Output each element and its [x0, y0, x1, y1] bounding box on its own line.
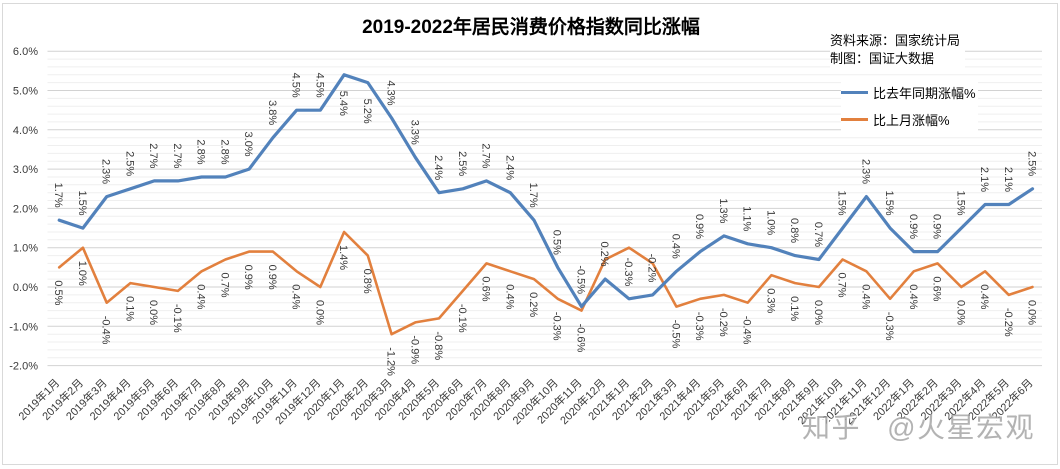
svg-text:3.0%: 3.0% — [242, 132, 254, 157]
svg-text:4.5%: 4.5% — [313, 73, 325, 98]
svg-text:-0.3%: -0.3% — [551, 312, 563, 341]
svg-text:2.5%: 2.5% — [1026, 151, 1038, 176]
svg-text:-0.6%: -0.6% — [575, 324, 587, 353]
svg-text:4.0%: 4.0% — [13, 125, 38, 137]
svg-text:2.7%: 2.7% — [147, 143, 159, 168]
svg-text:-0.5%: -0.5% — [575, 265, 587, 294]
svg-text:-0.2%: -0.2% — [646, 254, 658, 283]
svg-text:-0.1%: -0.1% — [456, 304, 468, 333]
svg-text:-1.2%: -1.2% — [385, 347, 397, 376]
svg-text:0.8%: 0.8% — [788, 218, 800, 243]
svg-text:0.4%: 0.4% — [195, 284, 207, 309]
svg-text:0.2%: 0.2% — [527, 292, 539, 317]
svg-text:1.0%: 1.0% — [13, 243, 38, 255]
svg-text:1.5%: 1.5% — [883, 191, 895, 216]
svg-text:0.6%: 0.6% — [480, 276, 492, 301]
svg-text:2.7%: 2.7% — [480, 143, 492, 168]
svg-text:0.3%: 0.3% — [764, 288, 776, 313]
svg-text:2.8%: 2.8% — [218, 139, 230, 164]
svg-text:0.9%: 0.9% — [242, 265, 254, 290]
svg-text:-0.8%: -0.8% — [432, 331, 444, 360]
svg-text:2.0%: 2.0% — [13, 203, 38, 215]
svg-text:1.5%: 1.5% — [836, 191, 848, 216]
svg-text:0.9%: 0.9% — [693, 214, 705, 239]
svg-text:2.4%: 2.4% — [432, 155, 444, 180]
svg-text:-0.1%: -0.1% — [171, 304, 183, 333]
svg-text:-0.4%: -0.4% — [100, 316, 112, 345]
svg-text:0.4%: 0.4% — [503, 284, 515, 309]
svg-text:2.8%: 2.8% — [195, 139, 207, 164]
svg-text:0.4%: 0.4% — [907, 284, 919, 309]
svg-text:0.1%: 0.1% — [123, 296, 135, 321]
svg-text:0.2%: 0.2% — [598, 242, 610, 267]
svg-text:0.4%: 0.4% — [859, 284, 871, 309]
svg-text:0.5%: 0.5% — [551, 230, 563, 255]
svg-text:2.5%: 2.5% — [456, 151, 468, 176]
svg-text:0.1%: 0.1% — [788, 296, 800, 321]
svg-text:0.7%: 0.7% — [218, 273, 230, 298]
svg-text:0.4%: 0.4% — [978, 284, 990, 309]
svg-text:0.8%: 0.8% — [361, 269, 373, 294]
svg-text:5.0%: 5.0% — [13, 86, 38, 98]
svg-text:1.7%: 1.7% — [527, 183, 539, 208]
svg-text:2.3%: 2.3% — [859, 159, 871, 184]
svg-text:4.3%: 4.3% — [385, 80, 397, 105]
svg-text:0.7%: 0.7% — [836, 273, 848, 298]
svg-text:-0.3%: -0.3% — [693, 312, 705, 341]
svg-text:-0.4%: -0.4% — [741, 316, 753, 345]
svg-text:1.5%: 1.5% — [954, 191, 966, 216]
svg-text:-0.3%: -0.3% — [883, 312, 895, 341]
svg-text:3.8%: 3.8% — [266, 100, 278, 125]
svg-text:0.0%: 0.0% — [812, 300, 824, 325]
svg-text:0.9%: 0.9% — [266, 265, 278, 290]
svg-text:1.3%: 1.3% — [717, 198, 729, 223]
svg-text:-0.3%: -0.3% — [622, 258, 634, 287]
svg-text:4.5%: 4.5% — [290, 73, 302, 98]
svg-text:2.7%: 2.7% — [171, 143, 183, 168]
svg-text:0.4%: 0.4% — [290, 284, 302, 309]
svg-text:0.6%: 0.6% — [931, 276, 943, 301]
svg-text:-0.9%: -0.9% — [408, 335, 420, 364]
svg-text:6.0%: 6.0% — [13, 46, 38, 58]
svg-text:-2.0%: -2.0% — [9, 361, 38, 373]
svg-text:0.0%: 0.0% — [954, 300, 966, 325]
svg-text:0.7%: 0.7% — [812, 222, 824, 247]
svg-text:3.3%: 3.3% — [408, 120, 420, 145]
svg-text:2.3%: 2.3% — [100, 159, 112, 184]
svg-text:0.9%: 0.9% — [931, 214, 943, 239]
svg-text:-0.2%: -0.2% — [1002, 308, 1014, 337]
svg-text:2.4%: 2.4% — [503, 155, 515, 180]
svg-text:0.9%: 0.9% — [907, 214, 919, 239]
svg-text:1.5%: 1.5% — [76, 191, 88, 216]
svg-text:0.0%: 0.0% — [13, 282, 38, 294]
svg-text:0.5%: 0.5% — [52, 280, 64, 305]
svg-text:1.0%: 1.0% — [764, 210, 776, 235]
svg-text:3.0%: 3.0% — [13, 164, 38, 176]
svg-text:2.5%: 2.5% — [123, 151, 135, 176]
svg-text:0.0%: 0.0% — [313, 300, 325, 325]
svg-text:1.7%: 1.7% — [52, 183, 64, 208]
svg-text:-0.2%: -0.2% — [717, 308, 729, 337]
svg-text:-1.0%: -1.0% — [9, 321, 38, 333]
svg-text:2.1%: 2.1% — [1002, 167, 1014, 192]
svg-text:0.4%: 0.4% — [669, 234, 681, 259]
svg-text:5.2%: 5.2% — [361, 99, 373, 124]
svg-text:1.4%: 1.4% — [337, 245, 349, 270]
svg-text:0.0%: 0.0% — [1026, 300, 1038, 325]
svg-text:1.0%: 1.0% — [76, 261, 88, 286]
svg-text:1.1%: 1.1% — [741, 206, 753, 231]
svg-text:5.4%: 5.4% — [337, 91, 349, 116]
svg-text:2.1%: 2.1% — [978, 167, 990, 192]
svg-text:-0.5%: -0.5% — [669, 320, 681, 349]
svg-text:0.0%: 0.0% — [147, 300, 159, 325]
